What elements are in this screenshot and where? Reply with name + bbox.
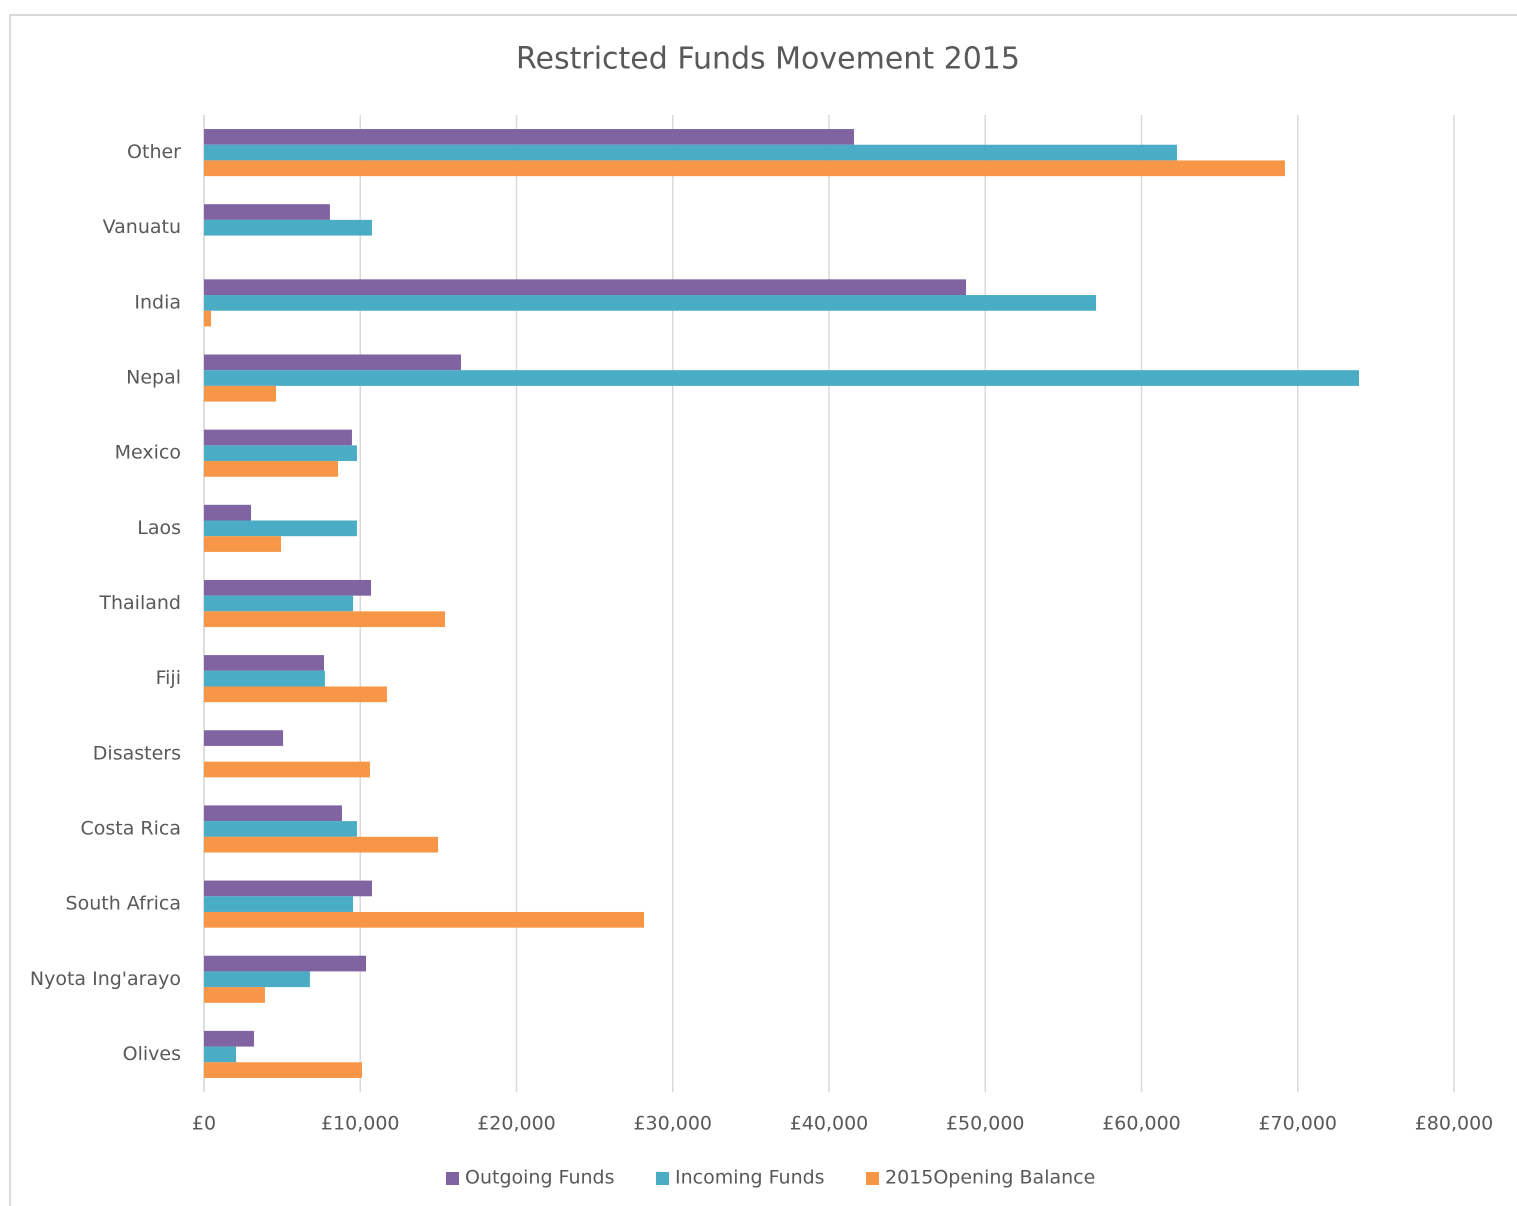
bar xyxy=(204,911,644,928)
legend-label: 2015Opening Balance xyxy=(885,1167,1095,1189)
y-tick-label: Mexico xyxy=(115,442,181,464)
bar xyxy=(204,536,282,552)
y-tick-label: Nepal xyxy=(126,367,181,389)
y-tick-label: Fiji xyxy=(156,667,181,689)
legend-label: Outgoing Funds xyxy=(465,1167,615,1189)
legend-swatch xyxy=(446,1172,459,1185)
bar xyxy=(204,144,1177,161)
chart-title: Restricted Funds Movement 2015 xyxy=(516,42,1020,77)
bar xyxy=(204,971,310,988)
bar xyxy=(204,219,372,236)
bar xyxy=(204,279,967,296)
bar xyxy=(204,129,854,145)
y-tick-label: Vanuatu xyxy=(103,216,181,238)
bar xyxy=(204,655,324,671)
y-tick-label: Costa Rica xyxy=(81,817,182,839)
x-tick-label: £50,000 xyxy=(946,1113,1025,1135)
y-tick-label: Nyota Ing'arayo xyxy=(30,968,181,990)
bar xyxy=(204,836,439,853)
legend-swatch xyxy=(866,1172,879,1185)
bar xyxy=(204,821,357,837)
bar xyxy=(204,1062,362,1078)
bar xyxy=(204,520,357,537)
bar xyxy=(204,686,387,703)
bar xyxy=(204,730,284,746)
bar xyxy=(204,880,372,897)
y-tick-label: India xyxy=(134,291,181,313)
bar xyxy=(204,987,265,1003)
bar xyxy=(204,611,445,628)
chart-border xyxy=(9,14,1517,1206)
bar xyxy=(204,461,339,477)
bar xyxy=(204,579,372,596)
bar xyxy=(204,595,354,612)
x-tick-label: £80,000 xyxy=(1415,1113,1494,1135)
legend-label: Incoming Funds xyxy=(675,1167,825,1189)
bar xyxy=(204,896,354,912)
bar xyxy=(204,504,252,521)
bar xyxy=(204,429,352,446)
y-tick-label: Thailand xyxy=(98,592,181,614)
bar xyxy=(204,955,367,972)
x-tick-label: £0 xyxy=(192,1113,216,1135)
x-tick-label: £40,000 xyxy=(790,1113,869,1135)
y-tick-label: Olives xyxy=(123,1043,181,1065)
x-tick-label: £60,000 xyxy=(1102,1113,1181,1135)
bar xyxy=(204,1030,254,1047)
bar xyxy=(204,160,1285,177)
bar xyxy=(204,310,212,327)
bar xyxy=(204,370,1359,386)
bar xyxy=(204,295,1097,311)
x-tick-label: £10,000 xyxy=(321,1113,400,1135)
x-tick-label: £70,000 xyxy=(1258,1113,1337,1135)
bar xyxy=(204,354,462,371)
bar xyxy=(204,805,342,822)
bar xyxy=(204,1046,237,1063)
legend-swatch xyxy=(656,1172,669,1185)
y-tick-label: Disasters xyxy=(93,742,181,764)
bar xyxy=(204,204,330,220)
bar xyxy=(204,761,370,778)
y-tick-label: Laos xyxy=(137,517,181,539)
y-tick-label: Other xyxy=(127,141,181,163)
bar xyxy=(204,445,357,462)
y-tick-label: South Africa xyxy=(66,893,181,915)
x-tick-label: £20,000 xyxy=(477,1113,556,1135)
bar xyxy=(204,385,277,402)
x-tick-label: £30,000 xyxy=(633,1113,712,1135)
bar xyxy=(204,670,325,687)
